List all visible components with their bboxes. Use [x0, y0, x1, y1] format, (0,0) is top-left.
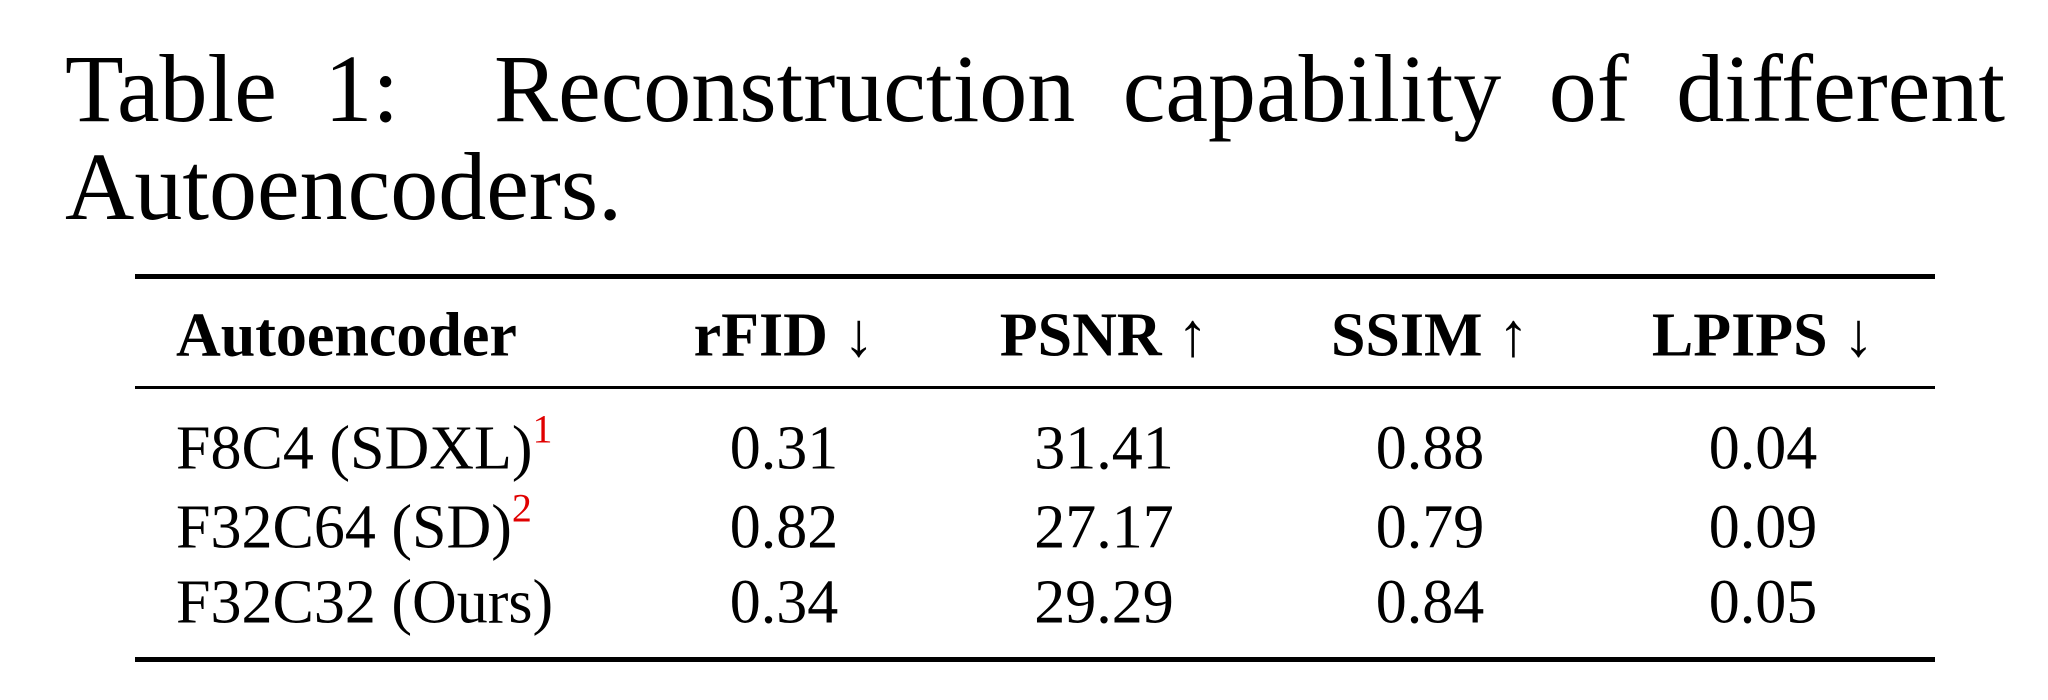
- top-rule: [135, 274, 1935, 279]
- table-cell: 0.04: [1708, 414, 1818, 483]
- table-cell: 31.41: [1034, 414, 1174, 483]
- table-cell: 0.79: [1375, 493, 1485, 562]
- row-label: F32C64 (SD)2: [176, 488, 532, 562]
- header-cell: LPIPS ↓: [1651, 301, 1875, 370]
- bottom-rule: [135, 657, 1935, 662]
- row-label: F32C32 (Ours): [176, 572, 553, 634]
- table-cell: 0.34: [729, 568, 839, 637]
- header-cell: Autoencoder: [176, 301, 517, 370]
- caption-text: Reconstruction capability of different A…: [65, 35, 2006, 240]
- table-cell: 0.09: [1708, 493, 1818, 562]
- autoencoder-name: F32C32 (Ours): [176, 568, 554, 637]
- table-cell: 0.88: [1375, 414, 1485, 483]
- table-cell: 29.29: [1034, 568, 1174, 637]
- header-cell: rFID ↓: [693, 301, 875, 370]
- footnote-mark: 1: [532, 406, 553, 452]
- caption: Table 1: Reconstruction capability of di…: [65, 40, 2005, 236]
- row-label: F8C4 (SDXL)1: [176, 409, 553, 483]
- table-cell: 0.31: [729, 414, 839, 483]
- footnote-mark: 2: [511, 485, 532, 531]
- header-cell: SSIM ↑: [1330, 301, 1530, 370]
- header-cell: PSNR ↑: [999, 301, 1209, 370]
- caption-label: Table 1:: [65, 35, 400, 142]
- table-cell: 0.84: [1375, 568, 1485, 637]
- table-cell: 27.17: [1034, 493, 1174, 562]
- table-cell: 0.82: [729, 493, 839, 562]
- mid-rule: [135, 386, 1935, 389]
- autoencoder-name: F32C64 (SD): [176, 493, 512, 562]
- autoencoder-name: F8C4 (SDXL): [176, 414, 533, 483]
- table-cell: 0.05: [1708, 568, 1818, 637]
